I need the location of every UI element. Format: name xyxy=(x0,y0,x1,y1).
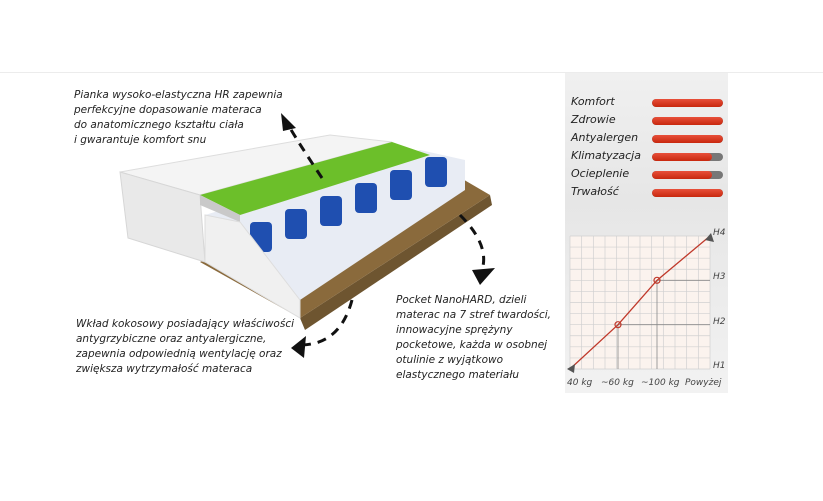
feature-bar xyxy=(652,189,723,197)
note-coconut: Wkład kokosowy posiadający właściwości a… xyxy=(76,317,294,377)
foam-side xyxy=(200,195,240,222)
note-line: Wkład kokosowy posiadający właściwości xyxy=(76,318,295,330)
note-line: antygrzybiczne oraz antyalergiczne, xyxy=(76,333,267,345)
pocket-spring xyxy=(390,170,412,200)
feature-bar xyxy=(652,171,723,179)
feature-label: Ocieplenie xyxy=(571,167,630,180)
arrowhead-icon xyxy=(472,268,495,285)
base-foam xyxy=(204,214,301,319)
arrow-bottom xyxy=(299,299,354,347)
hr-foam-layer xyxy=(200,142,430,215)
note-line: Pianka wysoko-elastyczna HR zapewnia xyxy=(74,89,283,101)
feature-label: Komfort xyxy=(571,95,615,108)
y-tick-label: H2 xyxy=(713,316,726,327)
note-line: Pocket NanoHARD, dzieli xyxy=(396,294,527,306)
data-point xyxy=(653,276,661,284)
feature-label: Klimatyzacja xyxy=(571,149,641,162)
note-line: zapewnia odpowiednią wentylację oraz xyxy=(76,348,282,360)
firmness-chart xyxy=(567,233,714,373)
data-point xyxy=(614,321,622,329)
x-tick-label: Powyżej xyxy=(685,378,722,388)
note-pocket-springs: Pocket NanoHARD, dzieli materac na 7 str… xyxy=(396,293,551,383)
feature-label: Zdrowie xyxy=(571,113,616,126)
note-line: materac na 7 stref twardości, xyxy=(396,309,551,321)
feature-bar-fill xyxy=(652,117,723,125)
pocket-spring xyxy=(320,196,342,226)
feature-bar-fill xyxy=(652,171,713,179)
y-tick-label: H4 xyxy=(713,228,726,238)
note-line: i gwarantuje komfort snu xyxy=(74,134,207,146)
x-tick-label: ~100 kg xyxy=(641,378,680,388)
feature-bar xyxy=(652,117,723,125)
x-tick-label: 40 kg xyxy=(567,378,593,388)
pocket-spring xyxy=(355,183,377,213)
note-hr-foam: Pianka wysoko-elastyczna HR zapewnia per… xyxy=(74,88,283,148)
feature-bar-fill xyxy=(652,99,723,107)
note-line: do anatomicznego kształtu ciała xyxy=(74,119,244,131)
pocket-spring xyxy=(425,157,447,187)
arrowhead-icon xyxy=(567,364,575,373)
feature-label: Trwałość xyxy=(571,185,619,198)
feature-bar xyxy=(652,153,723,161)
note-line: perfekcyjne dopasowanie materaca xyxy=(74,104,262,116)
arrowhead-icon xyxy=(281,113,296,131)
feature-bar xyxy=(652,99,723,107)
feature-bar-fill xyxy=(652,135,723,143)
coconut-layer xyxy=(300,195,492,330)
firmness-line xyxy=(569,235,711,370)
note-line: innowacyjne sprężyny xyxy=(396,324,513,336)
note-line: elastycznego materiału xyxy=(396,369,520,381)
y-tick-label: H3 xyxy=(713,272,726,283)
feature-bar-fill xyxy=(652,189,723,197)
x-tick-label: ~60 kg xyxy=(601,378,634,388)
feature-bar xyxy=(652,135,723,143)
note-line: otulinie z wyjątkowo xyxy=(396,354,504,366)
feature-bar-fill xyxy=(652,153,713,161)
pocket-spring xyxy=(285,209,307,239)
feature-panel: Komfort Zdrowie Antyalergen Klimatyzacja Oci… xyxy=(565,73,728,393)
y-tick-label: H1 xyxy=(713,361,726,371)
feature-label: Antyalergen xyxy=(571,131,639,144)
arrow-top xyxy=(288,127,324,179)
arrow-right xyxy=(458,213,486,271)
arrowhead-icon xyxy=(291,336,306,358)
note-line: zwiększa wytrzymałość materaca xyxy=(76,363,253,375)
divider xyxy=(0,72,823,73)
note-line: pocketowe, każda w osobnej xyxy=(396,339,548,351)
arrowhead-icon xyxy=(705,233,714,242)
